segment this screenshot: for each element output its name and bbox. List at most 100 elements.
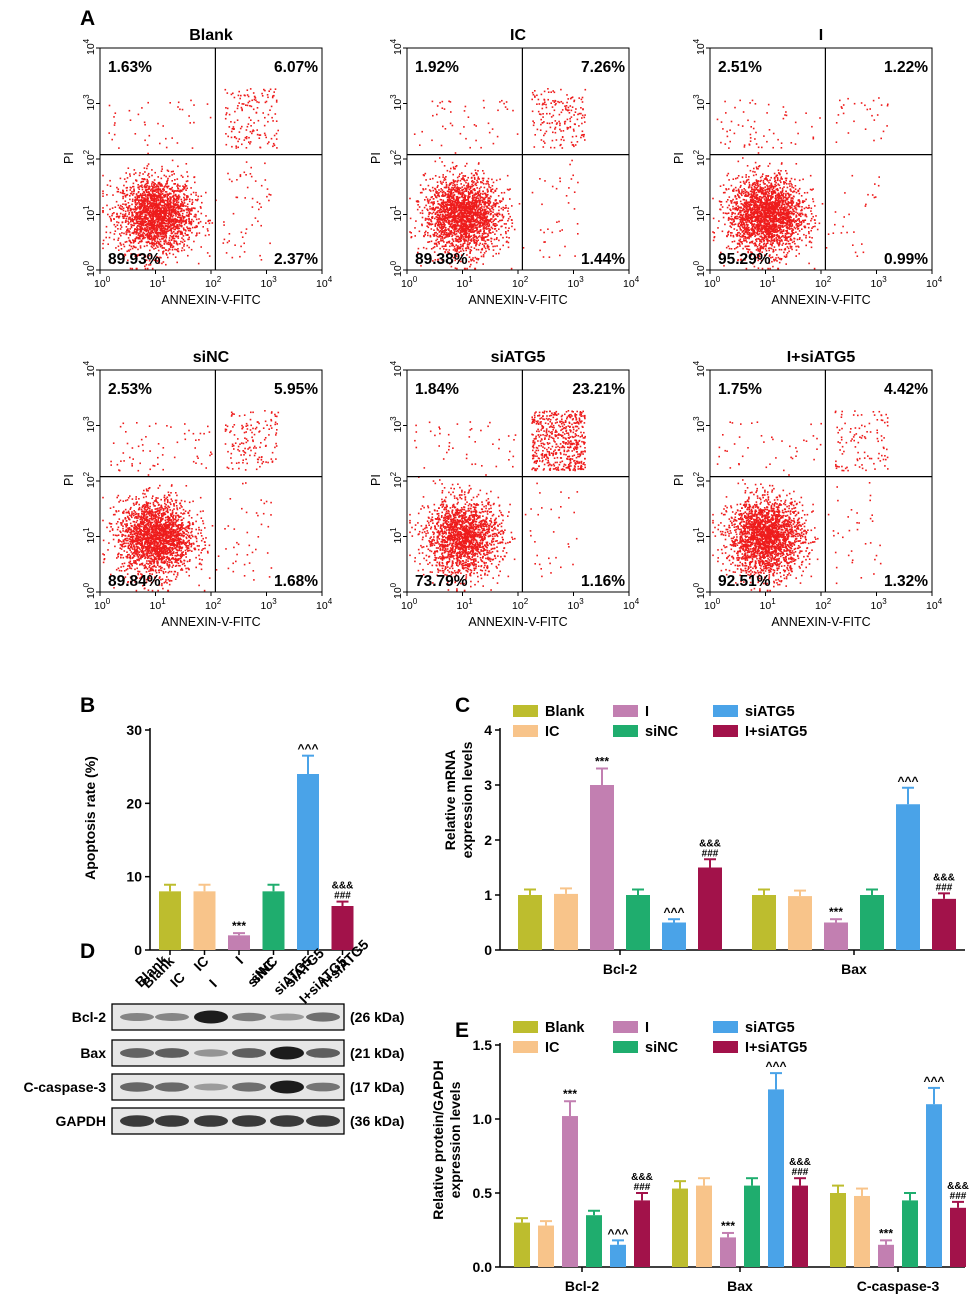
flow-dot <box>454 267 457 269</box>
flow-dot <box>139 207 142 210</box>
flow-dot <box>135 208 137 210</box>
flow-dot <box>122 203 124 205</box>
flow-dot <box>479 206 481 209</box>
flow-dot <box>441 239 444 242</box>
flow-dot <box>463 224 465 227</box>
flow-dot <box>457 259 460 262</box>
flow-dot <box>275 132 278 135</box>
flow-dot <box>473 236 475 238</box>
flow-dot <box>479 242 481 245</box>
flow-dot <box>130 241 132 244</box>
flow-dot <box>141 220 143 223</box>
flow-dot <box>483 214 486 216</box>
flow-dot <box>152 192 154 195</box>
flow-dot <box>447 235 449 238</box>
flow-dot <box>147 180 149 182</box>
flow-dot <box>491 227 494 230</box>
flow-dot <box>559 177 561 180</box>
flow-dot <box>176 206 179 208</box>
flow-dot <box>186 227 189 230</box>
flow-dot <box>185 180 188 183</box>
flow-dot <box>141 194 143 197</box>
flow-dot <box>495 187 498 190</box>
flow-x-tick-exp: 0 <box>413 275 418 284</box>
flow-dot <box>140 181 142 184</box>
flow-dot <box>552 100 554 102</box>
flow-dot <box>450 210 453 213</box>
flow-dot <box>437 206 439 209</box>
flow-dot <box>573 100 575 103</box>
flow-dot <box>430 220 433 223</box>
flow-dot <box>168 188 171 190</box>
flow-dot <box>447 221 450 223</box>
flow-dot <box>168 218 170 220</box>
flow-dot <box>452 166 455 168</box>
flow-dot <box>133 224 135 227</box>
flow-dot <box>172 219 175 221</box>
flow-dot <box>431 217 434 219</box>
flow-dot <box>795 163 798 165</box>
flow-dot <box>464 165 467 167</box>
flow-dot <box>131 194 134 196</box>
flow-dot <box>448 100 450 103</box>
flow-dot <box>127 202 130 204</box>
flow-dot <box>500 200 503 202</box>
flow-dot <box>462 175 464 177</box>
flow-dot <box>561 109 564 111</box>
flow-dot <box>475 184 478 187</box>
flow-dot <box>145 230 147 233</box>
flow-dot <box>479 229 482 232</box>
flow-dot <box>435 196 437 198</box>
flow-dot <box>136 218 138 221</box>
flow-dot <box>449 192 452 195</box>
flow-dot <box>190 193 192 196</box>
flow-dot <box>462 229 464 232</box>
flow-dot <box>554 131 557 134</box>
flow-dot <box>240 94 242 97</box>
flow-dot <box>531 91 534 94</box>
flow-dot <box>452 195 455 197</box>
flow-dot <box>153 212 156 214</box>
flow-dot <box>149 217 152 219</box>
flow-dot <box>452 187 455 189</box>
flow-dot <box>477 230 479 233</box>
flow-dot <box>462 176 464 179</box>
flow-dot <box>458 188 460 191</box>
flow-dot <box>151 197 153 200</box>
flow-dot <box>453 206 455 209</box>
flow-dot <box>134 231 136 233</box>
flow-dot <box>473 242 476 244</box>
flow-dot <box>245 129 248 131</box>
flow-dot <box>485 183 487 185</box>
flow-dot <box>560 130 562 132</box>
flow-dot <box>179 225 181 227</box>
flow-dot <box>468 204 470 207</box>
flow-dot <box>488 220 490 222</box>
flow-dot <box>490 218 492 220</box>
flow-dot <box>166 243 168 245</box>
flow-dot <box>484 236 486 238</box>
flow-dot <box>489 229 491 231</box>
flow-dot <box>174 228 176 231</box>
flow-dot <box>482 177 485 180</box>
flow-dot <box>452 182 455 184</box>
flow-dot <box>145 224 148 227</box>
flow-dot <box>452 184 454 187</box>
flow-dot <box>251 224 253 226</box>
flow-dot <box>188 218 190 221</box>
flow-dot <box>129 248 132 251</box>
flow-dot <box>450 211 453 214</box>
flow-dot <box>459 229 462 232</box>
flow-dot <box>490 237 493 240</box>
flow-dot <box>494 189 497 192</box>
flow-x-tick-label: 102 <box>512 275 529 290</box>
flow-dot <box>462 245 464 248</box>
flow-dot <box>458 213 460 216</box>
flow-dot <box>147 182 149 184</box>
flow-dot <box>167 249 170 252</box>
flow-dot <box>153 207 155 210</box>
flow-dot <box>157 182 160 184</box>
flow-dot <box>558 220 560 223</box>
flow-dot <box>456 200 459 203</box>
flow-dot <box>156 211 158 214</box>
